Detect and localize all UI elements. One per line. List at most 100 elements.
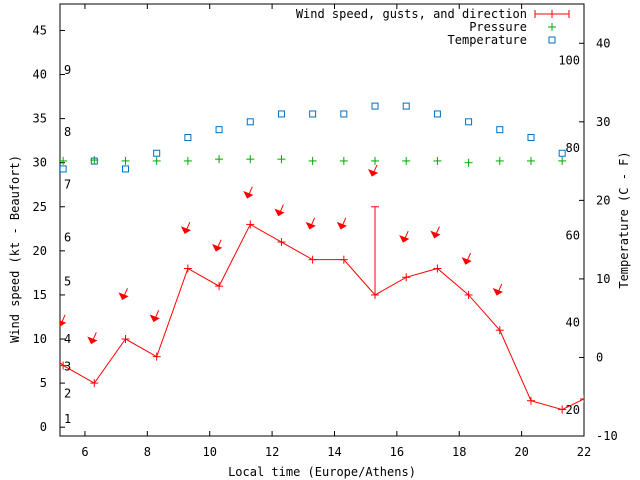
- y-tick-label-right-f: 80: [566, 141, 580, 155]
- wind-speed-point: [215, 282, 224, 291]
- temperature-point: [153, 149, 161, 157]
- wind-speed-point: [121, 335, 130, 344]
- y-tick-label-right-c: 30: [596, 115, 610, 129]
- wind-arrow-head: [461, 257, 472, 265]
- wind-arrow-head: [149, 314, 160, 323]
- x-tick-label: 14: [327, 445, 341, 459]
- y-tick-label-left: 5: [40, 376, 47, 390]
- wind-direction-arrow: [399, 230, 410, 243]
- beaufort-label: 9: [64, 63, 71, 77]
- temperature-point: [433, 110, 441, 118]
- temperature-point: [402, 102, 410, 110]
- temperature-point: [465, 118, 473, 126]
- wind-direction-arrow: [430, 226, 441, 239]
- legend-mark-wind-plus: [548, 10, 556, 18]
- beaufort-label: 4: [64, 332, 71, 346]
- series-group: [60, 102, 584, 414]
- x-tick-label: 18: [452, 445, 466, 459]
- pressure-point: [308, 156, 317, 165]
- y-tick-label-left: 0: [40, 420, 47, 434]
- wind-speed-point: [495, 326, 504, 335]
- wind-speed-point: [339, 255, 348, 264]
- beaufort-label: 7: [64, 178, 71, 192]
- y-tick-label-left: 25: [33, 200, 47, 214]
- pressure-point: [152, 156, 161, 165]
- wind-arrow-head: [305, 221, 316, 230]
- y-axis-label-right: Temperature (C - F): [617, 151, 631, 288]
- wind-direction-arrow: [149, 310, 160, 323]
- x-tick-label: 6: [81, 445, 88, 459]
- wind-speed-point: [60, 361, 68, 370]
- temperature-point: [340, 110, 348, 118]
- wind-speed-point: [183, 264, 192, 273]
- wind-direction-arrow: [492, 283, 503, 296]
- wind-direction-arrow: [180, 222, 192, 234]
- wind-speed-point: [526, 396, 535, 405]
- wind-arrow-head: [243, 191, 254, 199]
- wind-arrow-head: [492, 288, 503, 296]
- x-tick-label: 20: [514, 445, 528, 459]
- wind-speed-point: [464, 290, 473, 299]
- wind-arrow-head: [87, 336, 98, 345]
- temperature-point: [371, 102, 379, 110]
- wind-speed-point: [308, 255, 317, 264]
- legend-mark-pressure: [548, 23, 556, 31]
- legend-mark-temperature: [548, 36, 556, 44]
- temperature-point: [215, 126, 223, 134]
- temperature-point: [496, 126, 504, 134]
- wind-direction-arrow: [274, 204, 285, 217]
- legend-label-wind: Wind speed, gusts, and direction: [296, 7, 527, 21]
- wind-speed-point: [580, 394, 584, 403]
- wind-direction-arrow: [461, 252, 472, 265]
- y-tick-label-right-c: 0: [596, 350, 603, 364]
- wind-arrow-head: [60, 320, 67, 327]
- wind-speed-point: [433, 264, 442, 273]
- wind-direction-arrow: [368, 164, 379, 177]
- beaufort-label: 6: [64, 231, 71, 245]
- wind-direction-arrow: [243, 186, 254, 199]
- beaufort-label: 1: [64, 412, 71, 426]
- y-tick-label-right-c: 40: [596, 36, 610, 50]
- y-tick-label-right-f: 60: [566, 228, 580, 242]
- legend-label-pressure: Pressure: [469, 20, 527, 34]
- temperature-point: [277, 110, 285, 118]
- x-tick-label: 22: [577, 445, 591, 459]
- pressure-point: [215, 155, 224, 164]
- legend-marks: [534, 10, 570, 44]
- wind-direction-arrow: [118, 288, 129, 301]
- x-tick-label: 12: [265, 445, 279, 459]
- pressure-point: [495, 156, 504, 165]
- wind-arrow-head: [430, 230, 441, 239]
- wind-arrow-head: [180, 226, 192, 234]
- beaufort-label: 5: [64, 275, 71, 289]
- wind-arrow-head: [118, 292, 129, 301]
- wind-speed-point: [402, 273, 411, 282]
- legend-label-temperature: Temperature: [448, 33, 527, 47]
- ticks-group: 6 8 10 12 14 16 18 20 22051015202530354045-10010…: [33, 4, 618, 459]
- y-tick-label-right-f: 100: [558, 54, 580, 68]
- wind-direction-arrow: [87, 332, 98, 345]
- beaufort-label: 8: [64, 125, 71, 139]
- y-tick-label-left: 35: [33, 112, 47, 126]
- y-tick-label-right-f: 40: [566, 316, 580, 330]
- wind-direction-arrow: [336, 217, 347, 230]
- temperature-point: [122, 165, 129, 173]
- pressure-point: [371, 156, 380, 165]
- y-tick-label-right-c: -10: [596, 429, 618, 443]
- pressure-point: [183, 156, 192, 165]
- temperature-point: [527, 134, 535, 142]
- x-tick-label: 16: [390, 445, 404, 459]
- pressure-point: [277, 155, 286, 164]
- wind-direction-arrow: [305, 217, 316, 230]
- beaufort-label: 3: [64, 359, 71, 373]
- wind-speed-line: [60, 223, 584, 411]
- pressure-point: [558, 156, 567, 165]
- wind-arrow-head: [274, 208, 285, 217]
- plot-frame: [59, 3, 585, 437]
- y-tick-label-left: 10: [33, 332, 47, 346]
- wind-speed-point: [277, 238, 286, 247]
- pressure-point: [60, 156, 68, 165]
- wind-speed-point: [246, 220, 255, 229]
- wind-direction-arrow: [212, 239, 223, 252]
- temperature-point: [60, 165, 67, 173]
